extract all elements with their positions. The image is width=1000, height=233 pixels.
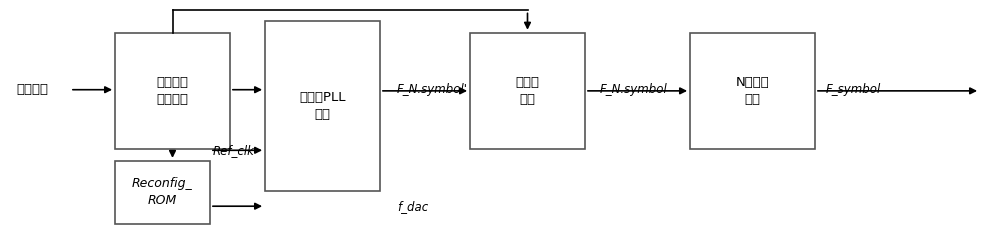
Text: f_dac: f_dac [397,200,428,213]
Text: F_N.symbol': F_N.symbol' [397,83,468,96]
Text: 后分频
模块: 后分频 模块 [516,76,540,106]
Text: 配置信息: 配置信息 [16,83,48,96]
Bar [115,33,230,149]
Text: F_N.symbol: F_N.symbol [600,83,668,96]
Text: 可配置PLL
单元: 可配置PLL 单元 [299,91,346,121]
Text: Ref_clk: Ref_clk [213,144,255,157]
Text: Reconfig_
ROM: Reconfig_ ROM [132,177,193,207]
Text: F_symbol: F_symbol [826,83,881,96]
Text: N倍分频
模块: N倍分频 模块 [736,76,769,106]
Bar [265,21,380,191]
Bar [115,161,210,224]
Bar [470,33,585,149]
Bar [690,33,815,149]
Text: 动态重配
逻辑模块: 动态重配 逻辑模块 [157,76,189,106]
